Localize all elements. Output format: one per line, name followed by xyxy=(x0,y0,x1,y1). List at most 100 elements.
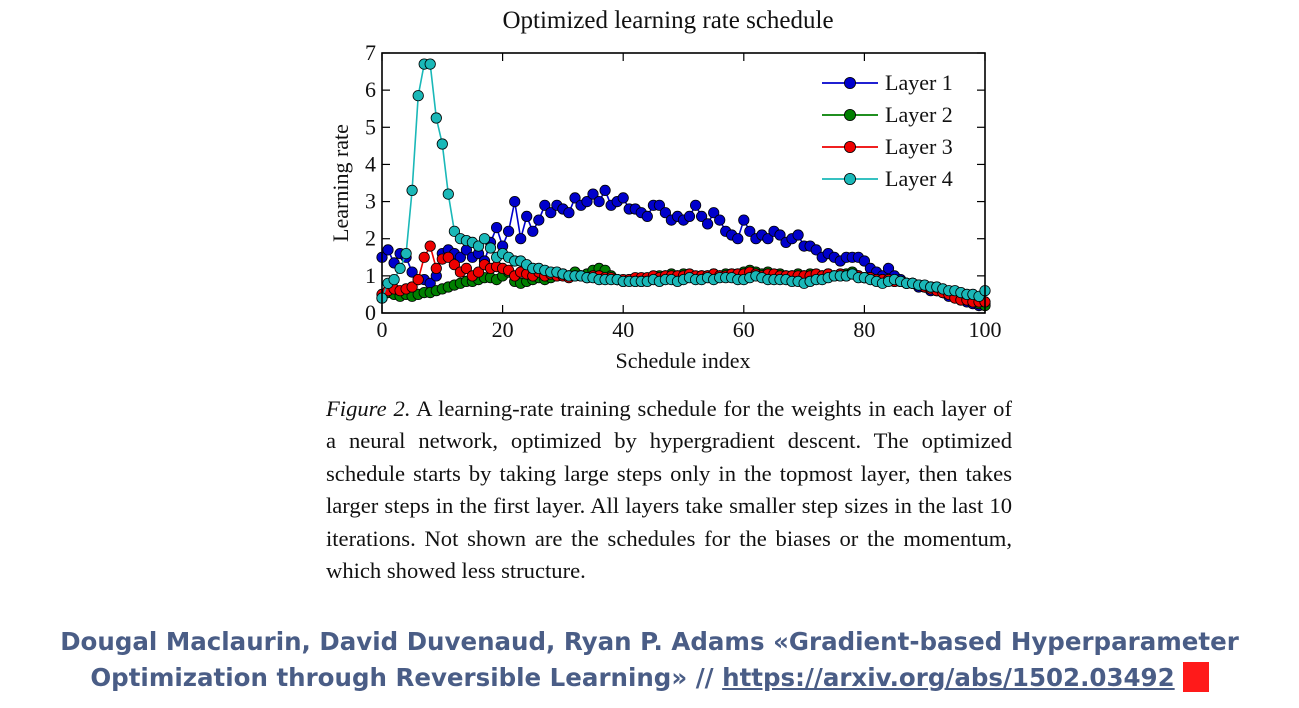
legend-label: Layer 3 xyxy=(885,134,953,159)
data-point xyxy=(448,259,460,271)
data-point xyxy=(448,225,460,237)
chart-title: Optimized learning rate schedule xyxy=(502,7,833,34)
data-point xyxy=(515,233,527,245)
credit-text: Dougal Maclaurin, David Duvenaud, Ryan P… xyxy=(60,627,1239,692)
text-cursor xyxy=(1182,662,1209,692)
data-point xyxy=(689,199,702,211)
legend-entry: Layer 4 xyxy=(822,166,953,191)
y-tick-label: 3 xyxy=(365,189,376,214)
legend-label: Layer 4 xyxy=(885,166,953,191)
data-point xyxy=(412,273,424,286)
data-point xyxy=(430,262,442,274)
data-point xyxy=(436,138,448,150)
legend-marker xyxy=(844,140,857,153)
data-point xyxy=(424,58,436,70)
x-tick-label: 60 xyxy=(733,317,755,342)
data-point xyxy=(533,214,545,226)
y-axis-label: Learning rate xyxy=(328,124,353,242)
x-tick-label: 40 xyxy=(612,317,634,342)
data-point xyxy=(400,248,412,260)
data-point xyxy=(762,233,774,245)
data-point xyxy=(774,229,786,241)
data-point xyxy=(593,196,605,208)
y-tick-label: 6 xyxy=(365,77,376,102)
y-tick-label: 0 xyxy=(365,300,376,325)
data-point xyxy=(394,262,406,274)
data-point xyxy=(701,218,714,230)
x-axis-label: Schedule index xyxy=(615,348,750,373)
data-point xyxy=(388,273,400,286)
data-point xyxy=(412,90,424,102)
legend-label: Layer 1 xyxy=(885,70,953,95)
data-point xyxy=(792,229,804,241)
data-point xyxy=(472,240,485,252)
data-point xyxy=(442,188,454,200)
data-point xyxy=(641,210,653,222)
plot-frame xyxy=(381,52,986,314)
data-point xyxy=(509,196,521,208)
figure-label: Figure 2. xyxy=(326,396,411,421)
data-point xyxy=(406,281,418,293)
y-tick-label: 4 xyxy=(365,151,376,176)
data-point xyxy=(617,192,629,204)
legend-marker xyxy=(844,172,857,185)
figure-caption: Figure 2. A learning-rate training sched… xyxy=(326,393,1012,587)
legend-label: Layer 2 xyxy=(885,102,953,127)
data-point xyxy=(472,266,485,278)
data-point xyxy=(424,240,436,252)
y-tick-label: 2 xyxy=(365,226,376,251)
learning-rate-chart: Optimized learning rate schedule 0 20 40 60… xyxy=(328,7,1002,373)
data-point xyxy=(683,210,696,222)
data-point xyxy=(382,244,394,256)
data-point xyxy=(882,262,895,274)
data-point xyxy=(744,225,756,237)
data-point xyxy=(738,214,750,226)
data-point xyxy=(430,112,442,124)
legend-marker xyxy=(844,77,857,90)
data-point xyxy=(527,225,539,237)
x-tick-label: 0 xyxy=(377,317,388,342)
series-1 xyxy=(376,184,991,312)
caption-text: A learning-rate training schedule for th… xyxy=(326,396,1012,584)
data-point xyxy=(563,207,575,219)
data-point xyxy=(478,233,491,245)
data-point xyxy=(708,207,720,219)
data-point xyxy=(858,255,871,267)
x-tick-label: 20 xyxy=(492,317,514,342)
y-tick-label: 7 xyxy=(365,40,376,65)
data-point xyxy=(587,188,599,200)
data-point xyxy=(732,233,744,245)
data-point xyxy=(502,225,515,237)
y-tick-label: 1 xyxy=(365,263,376,288)
data-point xyxy=(406,266,418,278)
data-point xyxy=(659,207,672,219)
data-point xyxy=(521,210,533,222)
legend-entry: Layer 2 xyxy=(822,102,953,127)
legend-entry: Layer 3 xyxy=(822,134,953,159)
series-4 xyxy=(376,58,991,304)
legend-marker xyxy=(844,109,857,122)
x-tick-label: 100 xyxy=(969,317,1002,342)
y-tick-label: 5 xyxy=(365,114,376,139)
series-line xyxy=(381,188,986,307)
data-point xyxy=(695,210,708,222)
data-point xyxy=(714,214,726,226)
x-tick-label: 80 xyxy=(853,317,875,342)
data-point xyxy=(484,242,497,254)
data-point xyxy=(454,251,466,263)
legend: Layer 1 Layer 2 Layer 3 Layer 4 xyxy=(822,70,953,191)
data-point xyxy=(418,251,430,263)
data-point xyxy=(569,192,581,204)
data-point xyxy=(406,184,418,196)
data-point xyxy=(599,184,611,196)
data-point xyxy=(442,251,454,263)
data-point xyxy=(810,244,822,256)
legend-entry: Layer 1 xyxy=(822,70,953,95)
arxiv-link[interactable]: https://arxiv.org/abs/1502.03492 xyxy=(722,663,1175,692)
data-point xyxy=(490,222,503,234)
data-point xyxy=(581,196,593,208)
data-point xyxy=(653,199,666,211)
data-point xyxy=(545,207,557,219)
data-point xyxy=(539,199,551,211)
paper-credit: Dougal Maclaurin, David Duvenaud, Ryan P… xyxy=(0,624,1299,696)
